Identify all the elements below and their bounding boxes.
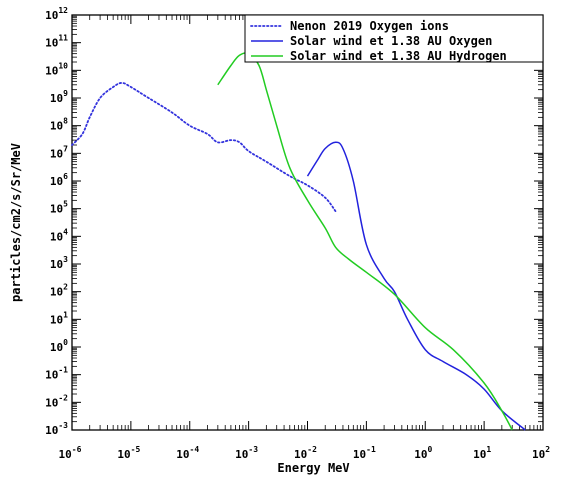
series-layer: [71, 52, 526, 431]
x-tick-label: 101: [473, 445, 491, 461]
legend-label-2: Solar wind et 1.38 AU Oxygen: [290, 34, 492, 48]
y-tick-label: 100: [50, 338, 68, 354]
y-tick-label: 109: [50, 89, 68, 105]
y-tick-label: 10-1: [45, 366, 68, 382]
y-tick-label: 1011: [45, 34, 68, 50]
y-tick-label: 107: [50, 144, 68, 160]
y-tick-label: 105: [50, 200, 68, 216]
legend-label-3: Solar wind et 1.38 AU Hydrogen: [290, 49, 507, 63]
x-tick-label: 10-4: [176, 445, 199, 461]
legend-label-1: Nenon 2019 Oxygen ions: [290, 19, 449, 33]
x-tick-label: 102: [532, 445, 550, 461]
x-tick-label: 10-5: [117, 445, 140, 461]
y-axis: 10-3 10-2 10-1 100 101 102 103 104 105 106 107 108 1…: [45, 6, 543, 437]
series-line-1: [71, 81, 337, 213]
y-tick-label: 106: [50, 172, 68, 188]
y-tick-label: 1010: [45, 61, 68, 77]
plot-frame: [71, 14, 544, 431]
x-axis: 10-6 10-5 10-4 10-3 10-2 10-1 100 101 102: [59, 15, 550, 461]
y-tick-label: 10-2: [45, 393, 68, 409]
x-tick-label: 10-3: [235, 445, 258, 461]
y-tick-label: 101: [50, 310, 68, 326]
y-tick-label: 108: [50, 117, 68, 133]
y-tick-label: 103: [50, 255, 68, 271]
x-tick-label: 10-2: [294, 445, 317, 461]
x-tick-label: 10-1: [353, 445, 376, 461]
x-tick-label: 100: [414, 445, 432, 461]
x-axis-label: Energy MeV: [277, 461, 349, 475]
y-axis-label: particles/cm2/s/Sr/MeV: [9, 143, 23, 302]
plot-border: [71, 14, 544, 431]
x-tick-label: 10-6: [59, 445, 82, 461]
legend-box: [244, 14, 544, 63]
y-tick-label: 10-3: [45, 421, 68, 437]
y-tick-label: 1012: [45, 6, 68, 22]
series-line-2: [306, 141, 526, 431]
y-tick-label: 102: [50, 283, 68, 299]
y-tick-label: 104: [50, 227, 68, 243]
